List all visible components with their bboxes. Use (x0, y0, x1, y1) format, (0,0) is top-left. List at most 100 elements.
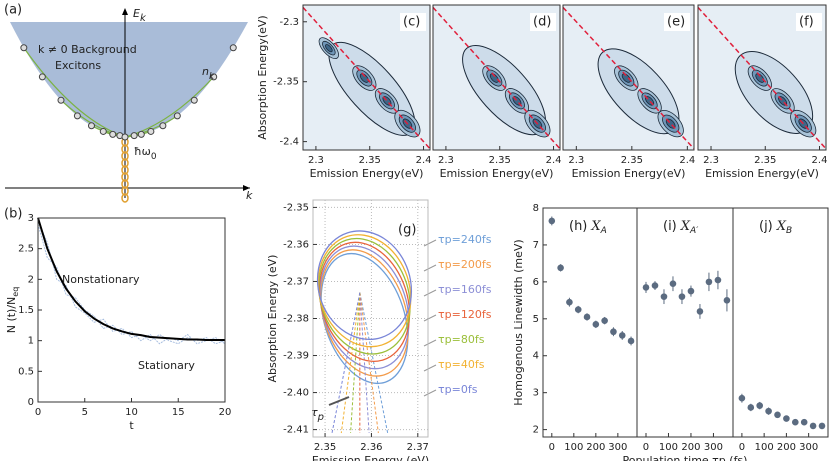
leader (423, 389, 437, 397)
contour (325, 44, 333, 53)
y-axis-label: N (t)/Neq (5, 287, 20, 334)
y-tick-label: -2.39 (283, 351, 309, 362)
point (557, 264, 564, 272)
y-label-main: Homogenous Linewidth (meV) (512, 239, 525, 405)
x-tick-label: 2.3 (703, 155, 719, 166)
legend-label: τp=40fs (438, 358, 485, 371)
frame (697, 4, 827, 151)
loop (320, 252, 409, 385)
exciton-state (210, 73, 218, 81)
label-bg (400, 13, 426, 31)
loop (319, 249, 409, 377)
x-tick-label: 200 (586, 442, 605, 453)
panel-label: (d) (533, 15, 551, 30)
point (678, 293, 686, 300)
energy-label: Ek (133, 7, 147, 24)
annotation: Stationary (138, 359, 195, 372)
panel-label: (f) (799, 15, 814, 30)
series-line (37, 223, 226, 345)
exciton-state (73, 112, 81, 120)
y-tick-label: 7 (533, 240, 539, 251)
x-tick-label: 20 (219, 407, 232, 418)
point (791, 418, 799, 426)
point (660, 293, 668, 300)
arrow-symbol: τ (311, 406, 318, 419)
region-label: Excitons (55, 59, 101, 72)
ground-state (121, 133, 129, 141)
y-tick-label: 1.5 (18, 305, 34, 316)
panel-label: (g) (398, 223, 416, 238)
exciton-state (20, 44, 28, 52)
contour (489, 73, 499, 83)
y-tick-label: 5 (533, 314, 539, 325)
legend-label: τp=120fs (438, 308, 492, 321)
arrow-head (243, 185, 250, 191)
ray (331, 292, 361, 434)
x-tick-label: 2.4 (812, 155, 828, 166)
point (765, 407, 772, 415)
y-tick-label: -2.37 (283, 276, 309, 287)
photon-wave (121, 165, 129, 175)
photon: ħω (134, 145, 151, 158)
leader (423, 239, 437, 247)
loop (318, 237, 411, 355)
y-tick-label: 2 (533, 425, 539, 436)
series-line (37, 217, 225, 342)
x-axis-label: Emission Energy(eV) (310, 167, 424, 180)
region-label: k ≠ 0 Background (38, 43, 137, 56)
x-tick-label: 2.35 (359, 155, 381, 166)
exciton-state (147, 127, 155, 135)
panel-letter: (i) (663, 219, 677, 234)
ray (359, 292, 389, 434)
point (642, 284, 650, 291)
point (818, 422, 826, 430)
x-tick-label: 2.4 (546, 155, 562, 166)
x-tick-label: 5 (82, 407, 88, 418)
point (627, 337, 635, 345)
occupation: n (202, 65, 209, 78)
x-tick-label: 2.37 (407, 442, 429, 453)
photon-wave (121, 186, 129, 196)
point (696, 308, 704, 315)
x-tick-label: 2.3 (568, 155, 584, 166)
exciton-state (130, 132, 138, 140)
annotation: Nonstationary (62, 273, 140, 286)
leader (423, 314, 437, 322)
x-tick-label: 200 (681, 442, 700, 453)
x-tick-label: 200 (777, 442, 796, 453)
x-tick-label: 2.35 (754, 155, 776, 166)
series-line (37, 220, 226, 345)
label-bg (530, 13, 556, 31)
point (723, 297, 731, 304)
exciton-state (190, 96, 198, 104)
panel-label: (e) (667, 15, 685, 30)
occupation-sub: k (209, 72, 215, 82)
photon-wave (121, 151, 129, 161)
legend-label: τp=240fs (438, 233, 492, 246)
x-tick-label: 300 (799, 442, 818, 453)
x-axis-label: Emission Energy(eV) (572, 167, 686, 180)
frame (636, 207, 734, 438)
y-tick-label: -2.40 (283, 388, 309, 399)
x-axis-label: Population time τp (fs) (623, 454, 748, 461)
symbol: X (680, 219, 691, 234)
x-tick-label: 0 (739, 442, 745, 453)
y-axis-label: Absorption Energy(eV) (256, 15, 269, 139)
photon-wave (121, 158, 129, 168)
y-tick-label: -2.41 (283, 425, 309, 436)
x-tick-label: 0 (643, 442, 649, 453)
label-bg (664, 13, 690, 31)
exciton-state (38, 73, 46, 81)
point (687, 287, 695, 295)
panel: τp=240fs τp=200fs τp=160fs τp=120fs τp=80fs τ… (266, 199, 492, 461)
loop (316, 230, 413, 341)
y-tick-label: -2.35 (283, 202, 309, 213)
diagonal (562, 6, 695, 150)
y-tick-label: -2.4 (279, 137, 299, 148)
y-tick-label: 3 (533, 388, 539, 399)
x-tick-label: 100 (755, 442, 774, 453)
y-label-main: Absorption Energy (eV) (266, 255, 279, 383)
